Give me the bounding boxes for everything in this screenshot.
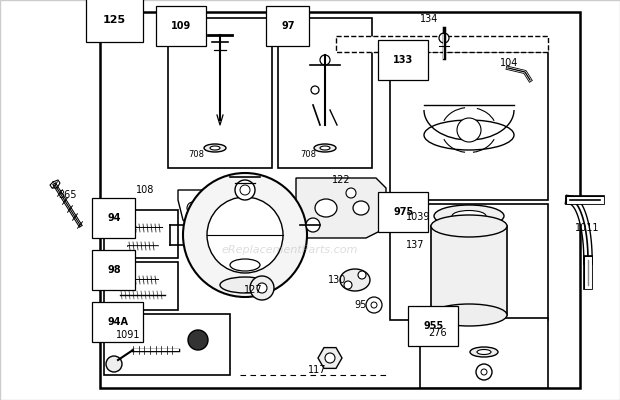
Circle shape xyxy=(187,202,199,214)
Bar xyxy=(390,52,548,200)
Circle shape xyxy=(250,276,274,300)
Text: 134: 134 xyxy=(420,14,438,24)
Text: 133: 133 xyxy=(393,55,414,65)
Circle shape xyxy=(344,281,352,289)
Circle shape xyxy=(346,188,356,198)
Circle shape xyxy=(366,297,382,313)
Circle shape xyxy=(124,222,136,234)
Ellipse shape xyxy=(315,199,337,217)
Ellipse shape xyxy=(470,347,498,357)
Bar xyxy=(390,204,548,320)
Ellipse shape xyxy=(353,201,369,215)
Circle shape xyxy=(207,197,283,273)
Text: 95: 95 xyxy=(354,300,366,310)
Text: 137: 137 xyxy=(406,240,425,250)
Circle shape xyxy=(320,55,330,65)
Bar xyxy=(104,262,178,310)
Text: 94A: 94A xyxy=(107,317,128,327)
Circle shape xyxy=(358,271,366,279)
Circle shape xyxy=(325,353,335,363)
Text: 108: 108 xyxy=(136,185,154,195)
Polygon shape xyxy=(178,190,213,225)
Circle shape xyxy=(371,302,377,308)
Ellipse shape xyxy=(340,269,370,291)
Circle shape xyxy=(439,33,449,43)
Bar xyxy=(431,226,507,315)
Bar xyxy=(420,318,548,388)
Circle shape xyxy=(457,118,481,142)
Ellipse shape xyxy=(477,350,491,354)
Text: 127: 127 xyxy=(244,285,263,295)
Ellipse shape xyxy=(204,144,226,152)
Circle shape xyxy=(183,173,307,297)
Text: 94: 94 xyxy=(107,213,120,223)
Ellipse shape xyxy=(434,205,504,227)
Circle shape xyxy=(196,194,204,202)
Circle shape xyxy=(188,330,208,350)
Circle shape xyxy=(235,180,255,200)
Circle shape xyxy=(106,356,122,372)
Ellipse shape xyxy=(320,146,330,150)
Bar xyxy=(104,314,230,375)
Text: 975: 975 xyxy=(393,207,414,217)
Text: 130: 130 xyxy=(328,275,347,285)
Ellipse shape xyxy=(431,215,507,237)
Circle shape xyxy=(116,274,128,286)
Bar xyxy=(168,18,272,168)
Text: 276: 276 xyxy=(428,328,446,338)
Text: 1039: 1039 xyxy=(406,212,430,222)
Ellipse shape xyxy=(452,210,486,222)
Circle shape xyxy=(476,364,492,380)
Circle shape xyxy=(311,86,319,94)
Text: 98: 98 xyxy=(107,265,121,275)
Circle shape xyxy=(306,218,320,232)
Text: 125: 125 xyxy=(103,15,126,25)
Text: 109: 109 xyxy=(171,21,191,31)
Bar xyxy=(278,18,372,168)
Bar xyxy=(336,36,548,52)
Bar xyxy=(100,12,580,388)
Text: 104: 104 xyxy=(500,58,518,68)
Text: 708: 708 xyxy=(300,150,316,159)
Ellipse shape xyxy=(424,120,514,150)
Text: 97: 97 xyxy=(281,21,294,31)
Ellipse shape xyxy=(230,259,260,271)
Text: 365: 365 xyxy=(58,190,76,200)
Text: 122: 122 xyxy=(332,175,351,185)
Text: 708: 708 xyxy=(188,150,204,159)
Ellipse shape xyxy=(431,304,507,326)
Text: 1091: 1091 xyxy=(116,330,141,340)
Ellipse shape xyxy=(314,144,336,152)
Text: 955: 955 xyxy=(423,321,443,331)
Circle shape xyxy=(240,185,250,195)
Circle shape xyxy=(257,283,267,293)
Text: eReplacementParts.com: eReplacementParts.com xyxy=(222,245,358,255)
Polygon shape xyxy=(318,348,342,368)
Ellipse shape xyxy=(210,146,220,150)
Polygon shape xyxy=(296,178,386,238)
Text: 117: 117 xyxy=(308,365,327,375)
Bar xyxy=(104,210,178,258)
Text: 1011: 1011 xyxy=(575,223,600,233)
Ellipse shape xyxy=(220,277,270,293)
Circle shape xyxy=(481,369,487,375)
